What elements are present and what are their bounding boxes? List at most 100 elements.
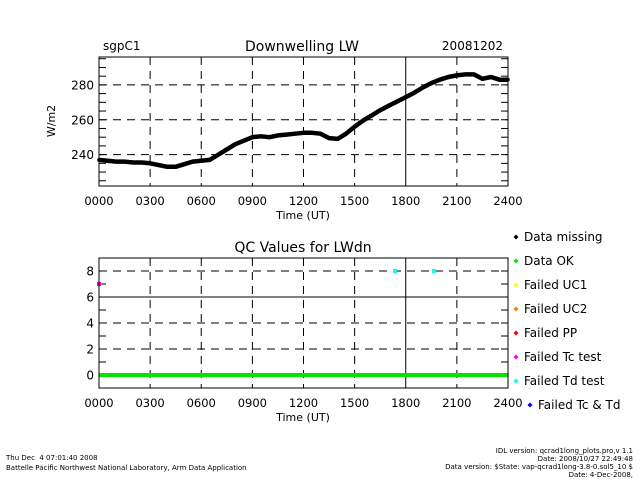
lw-data-point <box>276 133 280 138</box>
lw-data-point <box>369 113 374 118</box>
y-tick-label: 260 <box>71 113 94 127</box>
legend-marker <box>513 258 519 264</box>
legend-marker <box>513 378 519 384</box>
lw-data-point <box>412 90 417 95</box>
lw-data-point <box>395 99 400 104</box>
lw-gridlines <box>99 57 508 186</box>
lw-data-point <box>344 131 348 136</box>
qc-gridlines <box>99 258 508 388</box>
qc-x-tick-labels: 0000 0300 0600 0900 1200 1500 1800 2100 2400 <box>84 396 522 410</box>
qc-point <box>393 269 398 273</box>
legend-item: Data OK <box>513 254 575 268</box>
lw-data-point <box>165 165 169 169</box>
x-tick-label: 1200 <box>289 194 318 208</box>
lw-data-point <box>284 132 289 137</box>
lw-data-point <box>378 108 382 112</box>
lw-data-point <box>182 162 187 167</box>
lw-data-point <box>259 134 263 139</box>
lw-data-point <box>199 158 204 163</box>
legend-marker <box>513 282 519 288</box>
legend-label: Failed PP <box>524 326 577 340</box>
legend-label: Failed Tc test <box>524 350 602 364</box>
y-tick-label: 0 <box>86 369 94 383</box>
qc-point <box>432 269 437 273</box>
lw-data-point <box>131 160 135 165</box>
lw-data-point <box>139 160 144 165</box>
y-tick-label: 4 <box>86 317 94 331</box>
legend-label: Failed UC1 <box>524 278 587 292</box>
legend-item: Failed PP <box>513 326 577 340</box>
footer-organization: Battelle Pacific Northwest National Labo… <box>6 464 247 472</box>
legend-label: Data missing <box>524 230 603 244</box>
legend-item: Failed UC2 <box>513 302 587 316</box>
x-axis-label-lw: Time (UT) <box>275 209 330 222</box>
x-tick-label: 1800 <box>391 396 420 410</box>
qc-plot-frame <box>98 257 509 389</box>
lw-data-point <box>472 72 476 77</box>
footer-idl-version: IDL version: qcrad1long_plots.pro,v 1.1 <box>495 447 633 455</box>
x-tick-label: 0900 <box>238 194 267 208</box>
lw-data-point <box>352 124 357 129</box>
x-tick-label: 0000 <box>84 396 113 410</box>
x-tick-label: 0300 <box>135 194 164 208</box>
legend-marker <box>513 234 519 240</box>
legend-label: Failed Td test <box>524 374 605 388</box>
lw-data-point <box>216 152 221 157</box>
date-label: 20081202 <box>442 39 503 53</box>
legend-label: Failed Tc & Td <box>538 398 620 412</box>
lw-data-point <box>455 73 459 78</box>
lw-data-point <box>420 85 425 90</box>
legend-item: Failed Tc & Td <box>527 398 620 412</box>
lw-data-point <box>301 131 306 135</box>
legend-item: Data missing <box>513 230 603 244</box>
lw-data-point <box>463 72 468 77</box>
lw-data-point <box>225 147 229 152</box>
y-tick-label: 8 <box>86 265 94 279</box>
lw-data-point <box>233 142 238 146</box>
lw-y-tick-labels: 240 260 280 <box>71 78 94 162</box>
y-tick-label: 6 <box>86 291 94 305</box>
x-tick-label: 0300 <box>135 396 164 410</box>
x-axis-label-qc: Time (UT) <box>275 411 330 424</box>
x-tick-label: 1500 <box>340 194 369 208</box>
legend-marker <box>513 306 519 312</box>
lw-axis-ticks <box>99 58 508 182</box>
lw-data-point <box>335 137 340 141</box>
lw-data-point <box>446 75 451 79</box>
legend-marker <box>527 402 533 408</box>
chart-title-lw: Downwelling LW <box>245 39 359 55</box>
lw-data-point <box>293 131 297 136</box>
chart-title-qc: QC Values for LWdn <box>234 240 371 256</box>
x-tick-label: 1800 <box>391 194 420 208</box>
qc-legend: Data missing Data OK Failed UC1 Failed UC2 F… <box>513 230 620 412</box>
lw-data-point <box>190 159 195 164</box>
lw-data-point <box>361 118 365 123</box>
lw-data-point <box>318 131 323 136</box>
lw-data-point <box>489 75 493 79</box>
x-tick-label: 2100 <box>442 396 471 410</box>
footer-left: Thu Dec 4 07:01:40 2008 Battelle Pacific… <box>6 453 247 473</box>
legend-label: Data OK <box>524 254 575 268</box>
qc-y-tick-labels: 0 2 4 6 8 <box>86 265 94 383</box>
lw-data-point <box>480 76 485 81</box>
footer-data-date: Date: 4-Dec-2008, <box>568 471 633 479</box>
lw-data-point <box>105 158 110 163</box>
footer-idl-date: Date: 2008/10/27 22:49:48 <box>537 455 633 463</box>
lw-data-point <box>386 104 391 108</box>
lw-data-point <box>497 77 502 82</box>
footer-timestamp: Thu Dec 4 07:01:40 2008 <box>6 454 98 462</box>
legend-item: Failed Tc test <box>513 350 602 364</box>
lw-data-point <box>242 138 246 143</box>
lw-data-point <box>327 136 331 140</box>
lw-data-point <box>156 163 161 167</box>
legend-item: Failed UC1 <box>513 278 587 292</box>
x-tick-label: 0000 <box>84 194 113 208</box>
x-tick-label: 0600 <box>187 396 216 410</box>
x-tick-label: 1500 <box>340 396 369 410</box>
y-tick-label: 2 <box>86 343 94 357</box>
lw-data-point <box>148 161 152 166</box>
site-label: sgpC1 <box>103 39 141 53</box>
lw-data-point <box>250 135 255 139</box>
lw-data-point <box>207 158 212 162</box>
